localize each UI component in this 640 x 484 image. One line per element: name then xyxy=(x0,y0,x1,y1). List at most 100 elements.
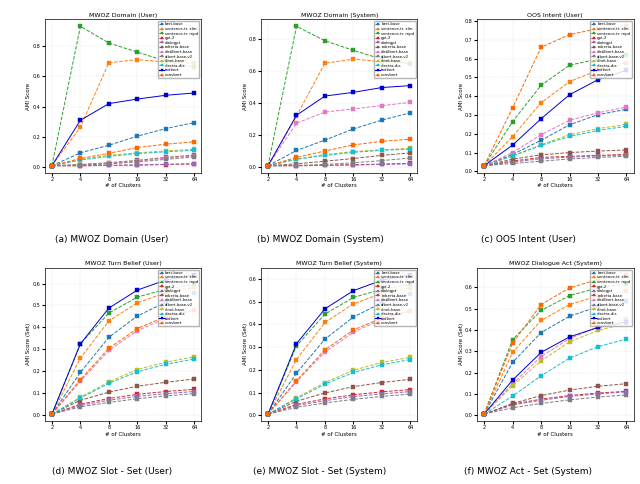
distilbert-base xyxy=(191,307,198,313)
gpt-2 xyxy=(623,389,630,394)
Line: roberta-base: roberta-base xyxy=(266,378,412,416)
Line: dialogpt: dialogpt xyxy=(50,390,196,416)
albert-base-v2 xyxy=(623,153,630,159)
sentence-tr. xlm xyxy=(594,67,602,73)
convbert xyxy=(134,326,141,332)
sentence-tr. mpd xyxy=(105,310,113,316)
xlnet-base xyxy=(406,146,414,151)
Line: sentence-tr. mpd: sentence-tr. mpd xyxy=(483,282,628,416)
albert-base-v2 xyxy=(264,163,272,168)
sentence-tr. mpd xyxy=(191,282,198,287)
convbert xyxy=(292,154,300,160)
sentence-tr. xlm xyxy=(292,113,300,119)
sentence-tr. xlm xyxy=(105,60,113,66)
albert-base-v2 xyxy=(292,163,300,168)
electra-dis xyxy=(77,157,84,163)
xlnet-base xyxy=(321,151,329,157)
albert-base-v2 xyxy=(480,163,488,168)
distilbert-base xyxy=(292,378,300,384)
Text: (d) MWOZ Slot - Set (User): (d) MWOZ Slot - Set (User) xyxy=(52,468,172,476)
dialogpt xyxy=(292,163,300,168)
todbert xyxy=(480,163,488,168)
convbert xyxy=(594,26,602,31)
electra-dis xyxy=(162,149,170,155)
xlnet-base xyxy=(191,354,198,360)
roberta-base xyxy=(162,154,170,160)
gpt-2 xyxy=(480,163,488,168)
bert-base xyxy=(292,370,300,376)
todbert xyxy=(264,163,272,168)
roberta-base xyxy=(105,160,113,166)
todbert xyxy=(406,272,414,278)
sentence-tr. mpd xyxy=(105,40,113,46)
dialogpt xyxy=(509,402,516,408)
distilbert-base xyxy=(77,378,84,384)
distilbert-base xyxy=(162,315,170,321)
sentence-tr. mpd xyxy=(77,23,84,29)
roberta-base xyxy=(406,150,414,156)
roberta-base xyxy=(378,152,386,158)
sentence-tr. xlm xyxy=(191,285,198,290)
gpt-2 xyxy=(264,411,272,417)
dialogpt xyxy=(349,162,357,168)
bert-base xyxy=(480,163,488,168)
distilbert-base xyxy=(594,110,602,116)
Line: todbert: todbert xyxy=(483,69,628,167)
distilbert-base xyxy=(378,317,386,322)
xlnet-base xyxy=(537,142,545,148)
Y-axis label: AMI Score: AMI Score xyxy=(26,82,31,109)
dialogpt xyxy=(594,153,602,159)
sentence-tr. xlm xyxy=(292,357,300,363)
sentence-tr. mpd xyxy=(480,411,488,417)
albert-base-v2 xyxy=(623,392,630,398)
Line: distilbert-base: distilbert-base xyxy=(266,101,412,167)
sentence-tr. xlm xyxy=(623,60,630,66)
electra-dis xyxy=(623,123,630,129)
albert-base-v2 xyxy=(349,396,357,402)
bert-base xyxy=(105,142,113,148)
roberta-base xyxy=(509,401,516,407)
Line: gpt-2: gpt-2 xyxy=(483,390,628,416)
todbert xyxy=(134,287,141,293)
xlnet-base xyxy=(480,411,488,417)
Text: (b) MWOZ Domain (System): (b) MWOZ Domain (System) xyxy=(257,235,383,244)
distilbert-base xyxy=(349,329,357,335)
sentence-tr. mpd xyxy=(623,52,630,58)
bert-base xyxy=(77,150,84,156)
bert-base xyxy=(349,314,357,320)
electra-dis xyxy=(594,127,602,133)
sentence-tr. xlm xyxy=(134,57,141,62)
electra-dis xyxy=(48,411,56,417)
roberta-base xyxy=(77,397,84,403)
electra-dis xyxy=(264,411,272,417)
Text: (a) MWOZ Domain (User): (a) MWOZ Domain (User) xyxy=(55,235,169,244)
albert-base-v2 xyxy=(321,400,329,406)
Title: MWOZ Dialogue Act (System): MWOZ Dialogue Act (System) xyxy=(509,261,602,266)
roberta-base xyxy=(594,383,602,389)
roberta-base xyxy=(594,148,602,154)
dialogpt xyxy=(406,389,414,394)
roberta-base xyxy=(537,152,545,158)
sentence-tr. xlm xyxy=(77,355,84,361)
xlnet-base xyxy=(566,339,573,345)
roberta-base xyxy=(292,161,300,166)
electra-dis xyxy=(77,395,84,401)
convbert xyxy=(134,145,141,151)
sentence-tr. xlm xyxy=(480,411,488,417)
Legend: bert-base, sentence-tr. xlm, sentence-tr. mpd, gpt-2, dialogpt, roberta-base, di: bert-base, sentence-tr. xlm, sentence-tr… xyxy=(158,270,200,326)
albert-base-v2 xyxy=(77,404,84,410)
todbert xyxy=(48,411,56,417)
todbert xyxy=(77,117,84,123)
Line: bert-base: bert-base xyxy=(266,111,412,167)
todbert xyxy=(594,77,602,83)
bert-base xyxy=(623,106,630,112)
sentence-tr. xlm xyxy=(321,319,329,325)
todbert xyxy=(349,90,357,95)
albert-base-v2 xyxy=(378,393,386,399)
Line: xlnet-base: xlnet-base xyxy=(483,122,628,167)
todbert xyxy=(406,83,414,89)
sentence-tr. mpd xyxy=(134,294,141,300)
albert-base-v2 xyxy=(566,156,573,162)
bert-base xyxy=(406,291,414,297)
roberta-base xyxy=(349,384,357,390)
